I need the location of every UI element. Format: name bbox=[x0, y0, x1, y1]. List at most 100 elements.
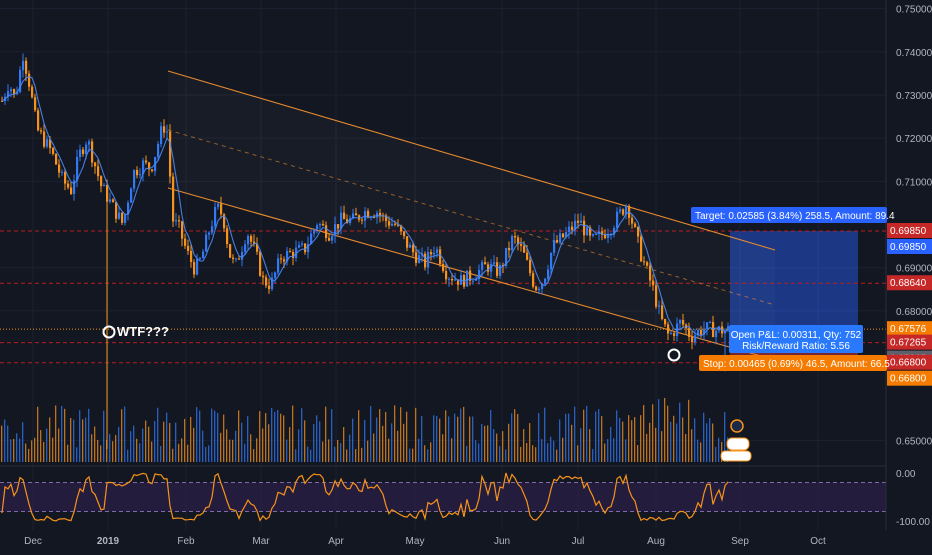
volume-bar bbox=[271, 407, 273, 462]
volume-bar bbox=[502, 431, 504, 462]
volume-bar bbox=[592, 449, 594, 462]
candle-body bbox=[634, 223, 637, 227]
candle-body bbox=[205, 234, 208, 252]
candle-body bbox=[142, 160, 145, 175]
candle-body bbox=[457, 279, 460, 285]
candle-body bbox=[280, 258, 283, 260]
candle-body bbox=[31, 86, 34, 98]
volume-bar bbox=[316, 415, 318, 462]
candle-body bbox=[214, 207, 217, 227]
candle-body bbox=[385, 215, 388, 222]
volume-bar bbox=[526, 443, 528, 462]
position-labels: Target: 0.02585 (3.84%) 258.5, Amount: 8… bbox=[691, 207, 895, 371]
volume-bar bbox=[109, 434, 111, 462]
volume-bar bbox=[136, 438, 138, 462]
volume-bar bbox=[250, 434, 252, 462]
candle-body bbox=[160, 126, 163, 145]
volume-bar bbox=[286, 439, 288, 462]
candle-body bbox=[547, 269, 550, 279]
annotation-text: WTF??? bbox=[117, 324, 169, 339]
time-tick-label: Jun bbox=[494, 536, 510, 547]
volume-bar bbox=[727, 437, 729, 462]
candle-body bbox=[619, 209, 622, 212]
volume-bar bbox=[721, 441, 723, 462]
candle-body bbox=[25, 60, 28, 74]
price-badge-label: 0.69850 bbox=[890, 226, 927, 237]
candle-body bbox=[277, 258, 280, 273]
volume-bar bbox=[262, 428, 264, 462]
oscillator-tick-label: -100.00 bbox=[896, 517, 930, 528]
candle-body bbox=[259, 251, 262, 276]
candle-body bbox=[517, 237, 520, 245]
volume-bar bbox=[454, 413, 456, 462]
price-badge-label: 0.66800 bbox=[890, 374, 927, 385]
candle-body bbox=[418, 255, 421, 263]
candle-body bbox=[70, 187, 73, 194]
candle-body bbox=[250, 235, 253, 242]
candle-body bbox=[106, 185, 109, 202]
price-badge-label: 0.68640 bbox=[890, 278, 927, 289]
volume-bar bbox=[118, 426, 120, 462]
volume-bar bbox=[574, 406, 576, 462]
volume-bar bbox=[214, 410, 216, 462]
volume-bar bbox=[481, 423, 483, 462]
volume-bar bbox=[439, 418, 441, 462]
candle-body bbox=[400, 225, 403, 232]
volume-bar bbox=[85, 417, 87, 462]
event-badge-2 bbox=[720, 450, 752, 462]
volume-bar bbox=[430, 442, 432, 462]
candle-body bbox=[178, 220, 181, 222]
volume-bar bbox=[160, 445, 162, 462]
channel-upper bbox=[167, 70, 776, 251]
candle-body bbox=[208, 232, 211, 235]
volume-bar bbox=[154, 421, 156, 462]
volume-bar bbox=[412, 448, 414, 462]
candle-body bbox=[616, 211, 619, 228]
event-badge bbox=[726, 437, 750, 451]
target-label-text: Target: 0.02585 (3.84%) 258.5, Amount: 8… bbox=[695, 211, 895, 222]
volume-bar bbox=[451, 438, 453, 462]
volume-bar bbox=[61, 405, 63, 462]
price-badge-orange bbox=[887, 321, 932, 337]
volume-bar bbox=[466, 445, 468, 462]
candle-body bbox=[712, 322, 715, 338]
stop-label-text: Stop: 0.00465 (0.69%) 46.5, Amount: 66.5 bbox=[703, 359, 890, 370]
volume-bar bbox=[166, 412, 168, 462]
volume-bar bbox=[469, 416, 471, 462]
candle-body bbox=[85, 144, 88, 154]
pnl-label-text: Open P&L: 0.00311, Qty: 752 bbox=[731, 330, 862, 341]
volume-bar bbox=[325, 406, 327, 462]
volume-bar bbox=[295, 449, 297, 462]
candle-body bbox=[604, 234, 607, 238]
volume-bar bbox=[355, 449, 357, 462]
volume-bar bbox=[220, 432, 222, 462]
volume-bar bbox=[238, 410, 240, 462]
price-badge-label: 0.67576 bbox=[890, 324, 927, 335]
volume-bar bbox=[4, 419, 6, 462]
candle-body bbox=[94, 162, 97, 167]
candle-body bbox=[526, 252, 529, 260]
volume-bar bbox=[205, 446, 207, 462]
volume-bar bbox=[478, 443, 480, 462]
candle-body bbox=[613, 227, 616, 235]
candle-body bbox=[580, 220, 583, 223]
volume-bar bbox=[523, 429, 525, 462]
volume-bar bbox=[235, 430, 237, 462]
volume-bar bbox=[463, 406, 465, 462]
candle-body bbox=[295, 247, 298, 259]
volume-bar bbox=[382, 425, 384, 462]
time-tick-label: Dec bbox=[24, 536, 42, 547]
volume-bar bbox=[175, 422, 177, 462]
volume-bar bbox=[457, 416, 459, 462]
candle-body bbox=[157, 144, 160, 157]
volume-bar bbox=[37, 406, 39, 462]
candle-body bbox=[166, 131, 169, 133]
moving-average-line bbox=[1, 76, 729, 337]
volume-bar bbox=[403, 423, 405, 462]
time-tick-label: Aug bbox=[647, 536, 665, 547]
volume-bar bbox=[64, 408, 66, 462]
candle-body bbox=[490, 263, 493, 272]
volume-bar bbox=[67, 444, 69, 462]
